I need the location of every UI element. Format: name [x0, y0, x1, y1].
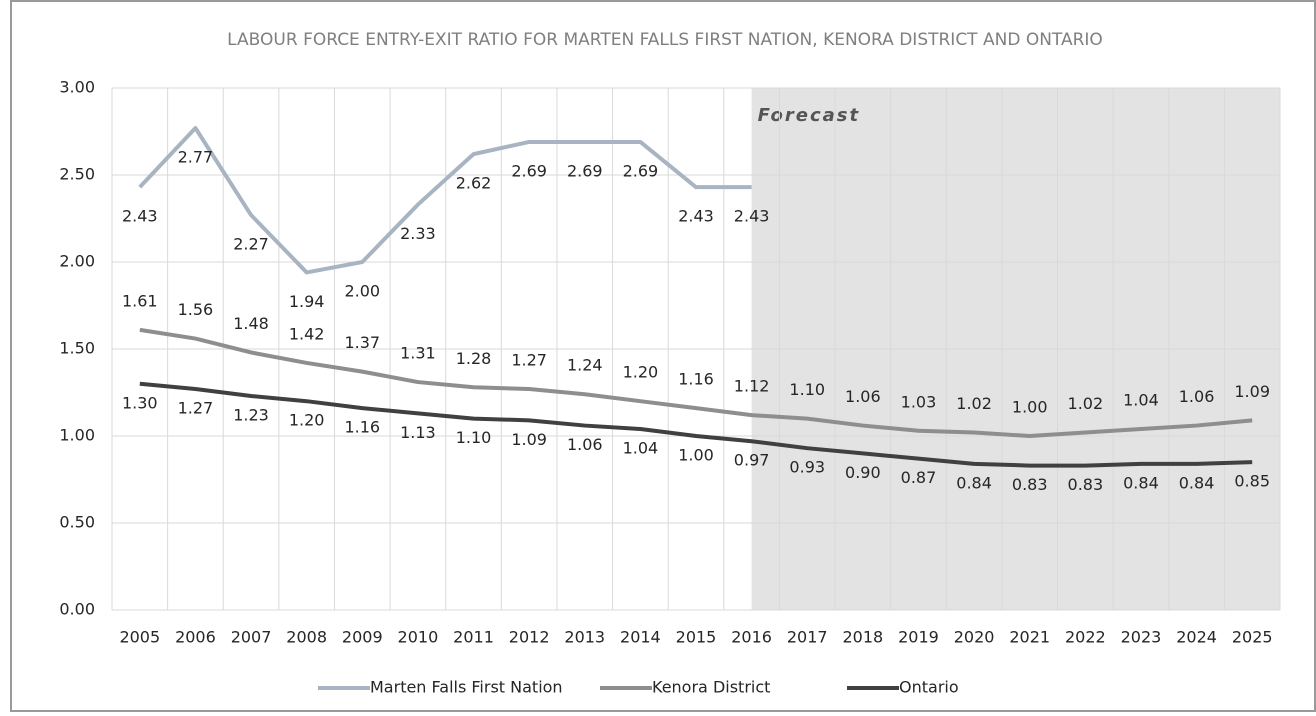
- data-label: 2.43: [678, 207, 714, 226]
- y-tick-label: 0.00: [59, 600, 95, 619]
- chart-title: LABOUR FORCE ENTRY-EXIT RATIO FOR MARTEN…: [227, 30, 1103, 50]
- series-line: [139, 381, 1253, 468]
- data-label: 0.83: [1068, 475, 1104, 494]
- y-tick-label: 1.50: [59, 339, 95, 358]
- forecast-label: Forecast: [758, 105, 860, 126]
- data-label: 1.56: [178, 300, 214, 319]
- x-tick-label: 2013: [564, 628, 605, 647]
- data-label: 1.30: [122, 393, 158, 412]
- data-label: 1.10: [456, 428, 492, 447]
- data-label: 1.23: [233, 405, 269, 424]
- data-label: 1.09: [511, 430, 547, 449]
- data-label: 1.06: [1179, 387, 1215, 406]
- data-label: 0.90: [845, 463, 881, 482]
- series-line: [138, 126, 752, 275]
- data-label: 1.02: [1068, 394, 1104, 413]
- data-label: 1.02: [956, 394, 992, 413]
- data-label: 1.16: [678, 370, 714, 389]
- data-label: 2.77: [178, 148, 214, 167]
- data-label: 1.27: [511, 351, 547, 370]
- data-label: 2.27: [233, 235, 269, 254]
- x-tick-label: 2012: [509, 628, 550, 647]
- data-label: 2.43: [122, 207, 158, 226]
- data-label: 0.87: [901, 468, 937, 487]
- data-label: 0.93: [789, 458, 825, 477]
- x-tick-label: 2006: [175, 628, 216, 647]
- data-label: 1.27: [178, 399, 214, 418]
- data-label: 2.43: [734, 207, 770, 226]
- data-label: 1.12: [734, 377, 770, 396]
- data-label: 1.28: [456, 349, 492, 368]
- data-label: 0.85: [1234, 472, 1270, 491]
- x-tick-label: 2010: [398, 628, 439, 647]
- y-tick-label: 0.50: [59, 513, 95, 532]
- x-tick-label: 2021: [1009, 628, 1050, 647]
- data-label: 2.33: [400, 224, 436, 243]
- data-label: 1.61: [122, 291, 158, 310]
- data-label: 2.69: [623, 161, 659, 180]
- x-tick-label: 2022: [1065, 628, 1106, 647]
- data-label: 1.42: [289, 324, 325, 343]
- legend-label: Marten Falls First Nation: [370, 678, 563, 697]
- x-tick-label: 2024: [1176, 628, 1217, 647]
- data-label: 1.06: [845, 387, 881, 406]
- data-label: 1.00: [678, 446, 714, 465]
- y-tick-label: 1.00: [59, 426, 95, 445]
- x-tick-label: 2008: [286, 628, 327, 647]
- x-tick-label: 2007: [231, 628, 272, 647]
- data-label: 1.94: [289, 292, 325, 311]
- data-label: 1.16: [344, 418, 380, 437]
- data-label: 1.31: [400, 344, 436, 363]
- x-tick-label: 2016: [731, 628, 772, 647]
- x-tick-label: 2011: [453, 628, 494, 647]
- x-tick-label: 2019: [898, 628, 939, 647]
- data-label: 2.69: [567, 161, 603, 180]
- data-label: 2.69: [511, 161, 547, 180]
- data-label: 1.20: [623, 363, 659, 382]
- data-label: 2.00: [344, 282, 380, 301]
- x-tick-label: 2014: [620, 628, 661, 647]
- data-label: 1.04: [623, 439, 659, 458]
- data-label: 0.84: [956, 473, 992, 492]
- x-tick-label: 2023: [1121, 628, 1162, 647]
- data-label: 1.04: [1123, 391, 1159, 410]
- x-tick-label: 2005: [119, 628, 160, 647]
- data-label: 1.20: [289, 411, 325, 430]
- y-tick-label: 2.50: [59, 165, 95, 184]
- x-tick-label: 2009: [342, 628, 383, 647]
- data-label: 1.10: [789, 380, 825, 399]
- legend-label: Ontario: [899, 678, 959, 697]
- x-tick-label: 2020: [954, 628, 995, 647]
- legend-label: Kenora District: [652, 678, 770, 697]
- data-label: 0.84: [1123, 473, 1159, 492]
- x-tick-label: 2015: [676, 628, 717, 647]
- data-label: 1.13: [400, 423, 436, 442]
- x-tick-label: 2025: [1232, 628, 1273, 647]
- data-label: 1.48: [233, 314, 269, 333]
- data-label: 1.00: [1012, 398, 1048, 417]
- data-label: 1.37: [344, 333, 380, 352]
- data-label: 0.84: [1179, 473, 1215, 492]
- y-tick-label: 3.00: [59, 78, 95, 97]
- data-label: 0.97: [734, 451, 770, 470]
- data-label: 1.03: [901, 392, 937, 411]
- data-label: 1.09: [1234, 382, 1270, 401]
- x-tick-label: 2018: [842, 628, 883, 647]
- y-tick-label: 2.00: [59, 252, 95, 271]
- series-line: [139, 327, 1253, 438]
- data-label: 2.62: [456, 174, 492, 193]
- data-label: 1.06: [567, 435, 603, 454]
- data-label: 0.83: [1012, 475, 1048, 494]
- data-label: 1.24: [567, 356, 603, 375]
- x-tick-label: 2017: [787, 628, 828, 647]
